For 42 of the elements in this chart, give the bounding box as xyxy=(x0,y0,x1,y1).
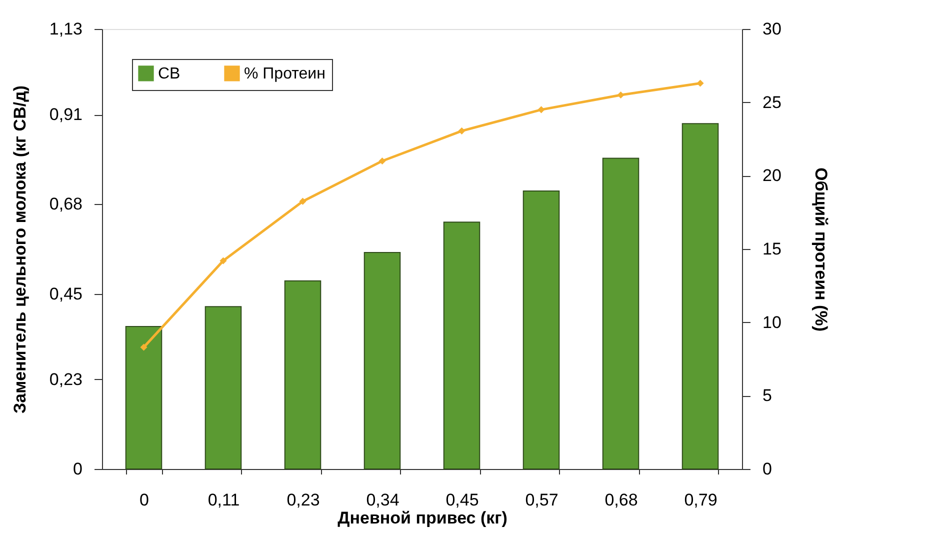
x-tick-label: 0 xyxy=(140,490,149,510)
y-tick-label: 1,13 xyxy=(49,20,82,38)
x-tick-label: 0,45 xyxy=(446,490,479,510)
point xyxy=(299,198,306,205)
x-tick-label: 0,11 xyxy=(208,490,240,510)
point xyxy=(220,257,227,264)
y2-tick-label: 20 xyxy=(762,166,782,186)
bar xyxy=(682,123,719,470)
y2-tick-label: 5 xyxy=(762,386,772,406)
x-tick-label: 0,68 xyxy=(604,490,638,510)
point xyxy=(140,344,148,351)
bar xyxy=(204,306,242,470)
x-axis-title: Дневной привес (кг) xyxy=(338,508,508,528)
x-tick-label: 0,79 xyxy=(684,490,718,510)
legend-label: СВ xyxy=(158,65,180,82)
legend-label: % Протеин xyxy=(244,65,326,82)
point xyxy=(696,80,704,87)
bar xyxy=(522,190,560,470)
bar xyxy=(284,280,322,470)
point xyxy=(378,157,386,165)
y-axis-title: Заменитель цельного молока (кг СВ/д) xyxy=(10,85,30,414)
point xyxy=(458,127,466,134)
bar xyxy=(443,222,480,470)
y2-tick-label: 10 xyxy=(762,312,782,332)
y-tick-label: 0,23 xyxy=(49,370,82,389)
point xyxy=(538,106,545,114)
y2-tick-label: 25 xyxy=(762,92,782,112)
y2-tick-label: 0 xyxy=(762,460,772,478)
bar xyxy=(364,252,401,470)
y-tick-label: 0,91 xyxy=(49,105,82,124)
x-tick-label: 0,23 xyxy=(286,490,320,510)
y-tick-label: 0,45 xyxy=(49,284,82,304)
y2-tick-label: 15 xyxy=(762,240,782,258)
y-tick-label: 0 xyxy=(73,460,82,478)
bar xyxy=(125,326,162,470)
bar xyxy=(602,158,640,470)
x-tick-label: 0,57 xyxy=(525,490,558,510)
y2-tick-label: 30 xyxy=(762,20,782,38)
x-tick-label: 0,34 xyxy=(366,490,400,510)
y-tick-label: 0,68 xyxy=(49,194,82,214)
point xyxy=(617,91,624,99)
y2-axis-title: Общий протеин (%) xyxy=(811,168,830,332)
